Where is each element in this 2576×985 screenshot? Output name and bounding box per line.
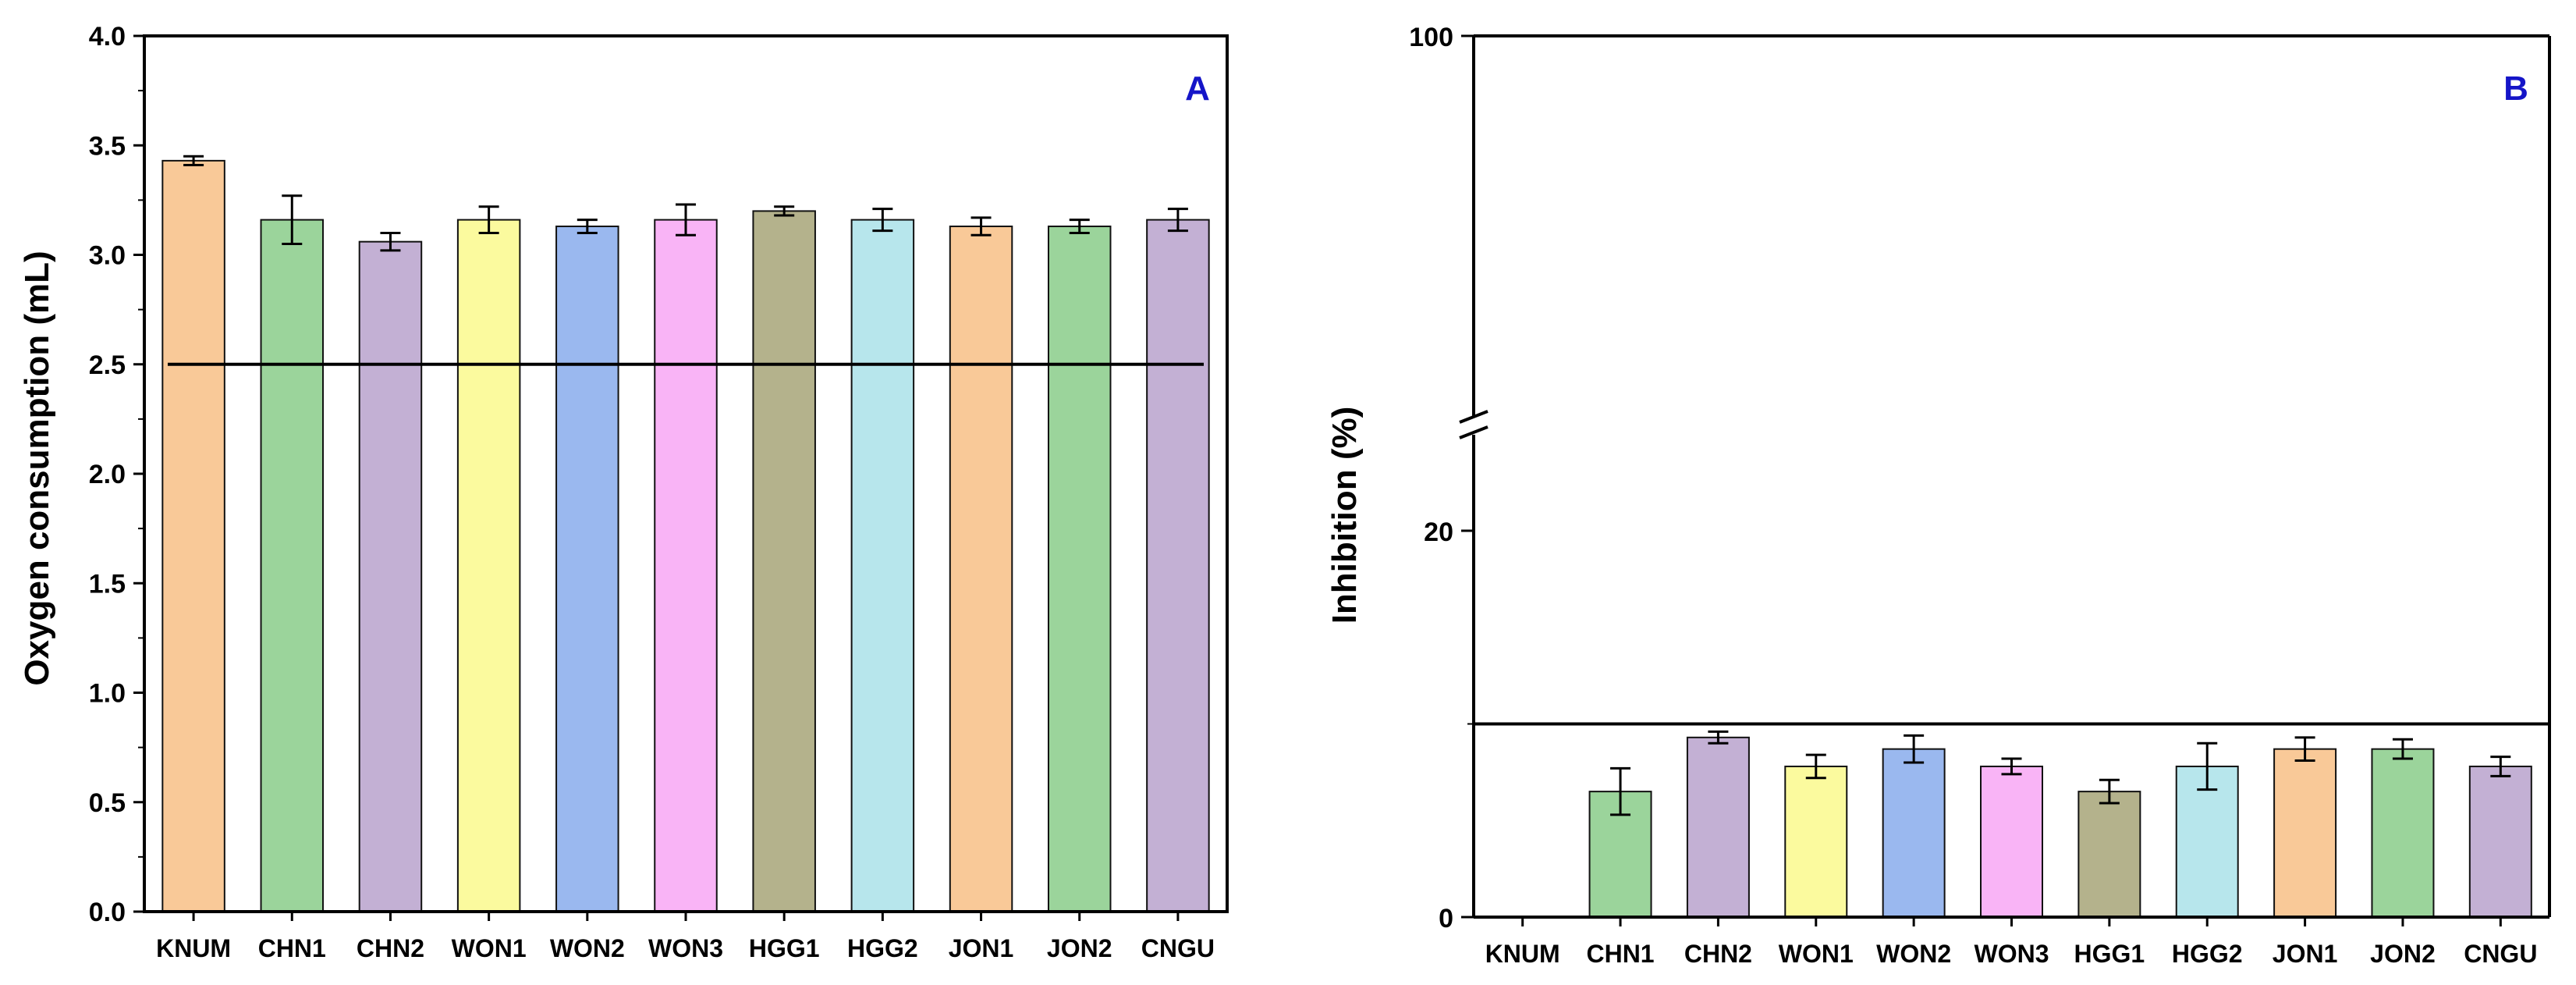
category-label-hgg1: HGG1 xyxy=(2074,940,2145,968)
error-bar-won3 xyxy=(2001,757,2022,776)
error-bar-won1 xyxy=(478,205,499,234)
error-bar-jon2 xyxy=(2392,738,2413,760)
error-bar-won3 xyxy=(676,203,696,236)
bar-chn1 xyxy=(260,219,325,912)
category-label-knum: KNUM xyxy=(1485,940,1560,968)
bar-won3 xyxy=(1980,765,2043,919)
category-label-won3: WON3 xyxy=(1975,940,2049,968)
error-bar-chn1 xyxy=(1610,766,1631,816)
category-label-jon2: JON2 xyxy=(2370,940,2436,968)
category-label-knum: KNUM xyxy=(156,934,231,962)
panel-a-frame xyxy=(143,34,1229,913)
error-bar-jon1 xyxy=(2294,736,2315,763)
category-label-jon2: JON2 xyxy=(1047,934,1112,962)
bar-won2 xyxy=(1882,748,1946,918)
panel-a-label: A xyxy=(1185,69,1210,108)
category-label-jon1: JON1 xyxy=(949,934,1014,962)
error-bar-hgg1 xyxy=(2099,778,2120,805)
bar-cngu xyxy=(2468,765,2532,919)
bar-won1 xyxy=(1784,765,1848,919)
bar-won1 xyxy=(456,219,521,912)
category-label-hgg1: HGG1 xyxy=(749,934,820,962)
error-bar-hgg2 xyxy=(2197,741,2218,791)
axis-break-mark-upper xyxy=(1459,410,1488,424)
error-bar-jon2 xyxy=(1069,219,1090,234)
panel-b-bars xyxy=(1588,730,2532,919)
y-tick-label: 0.0 xyxy=(89,898,126,927)
error-bar-won2 xyxy=(1904,734,1925,764)
category-label-won3: WON3 xyxy=(648,934,723,962)
panel-a-chart: Oxygen consumption (mL) A 0.0 0.5 1.0 1.5 2.… xyxy=(18,22,1229,962)
panel-b-chart: Inhibition (%) B 0 20 100 KNUM CHN1 CHN2 WON1… xyxy=(1325,23,2551,968)
bar-chn2 xyxy=(358,240,423,913)
error-bar-cngu xyxy=(1167,208,1188,233)
bar-jon2 xyxy=(1047,226,1112,913)
error-bar-won2 xyxy=(577,219,598,234)
error-bar-won1 xyxy=(1805,753,1826,780)
category-label-cngu: CNGU xyxy=(2464,940,2537,968)
category-label-won1: WON1 xyxy=(1779,940,1854,968)
bar-chn2 xyxy=(1686,736,1750,919)
category-label-chn2: CHN2 xyxy=(1684,940,1752,968)
panel-a-category-labels: KNUM CHN1 CHN2 WON1 WON2 WON3 HGG1 HGG2 JON1 JON2… xyxy=(156,934,1215,962)
y-tick-label: 1.0 xyxy=(89,679,126,709)
error-bar-knum xyxy=(183,155,204,166)
y-tick-label: 0.5 xyxy=(89,788,126,818)
y-tick-label: 2.5 xyxy=(89,350,126,380)
panel-b-y-axis-title: Inhibition (%) xyxy=(1325,407,1364,624)
panel-b-frame xyxy=(1459,34,2551,919)
panel-b-label: B xyxy=(2503,69,2528,108)
bar-hgg2 xyxy=(850,219,915,912)
panel-a-bars xyxy=(161,155,1210,913)
y-tick-label: 3.0 xyxy=(89,241,126,271)
panel-b-category-labels: KNUM CHN1 CHN2 WON1 WON2 WON3 HGG1 HGG2 JON1 JON2… xyxy=(1485,940,2538,968)
error-bar-chn1 xyxy=(282,194,303,245)
bar-hgg2 xyxy=(2175,765,2239,919)
y-tick-label: 2.0 xyxy=(89,460,126,489)
bar-won3 xyxy=(654,219,718,912)
panel-a-y-ticks: 0.0 0.5 1.0 1.5 2.0 2.5 3.0 3.5 4.0 xyxy=(89,22,1180,927)
y-tick-label: 20 xyxy=(1424,517,1453,547)
error-bar-jon1 xyxy=(970,216,992,236)
bar-hgg1 xyxy=(752,210,816,912)
category-label-chn1: CHN1 xyxy=(258,934,326,962)
y-tick-label: 1.5 xyxy=(89,569,126,599)
error-bar-hgg1 xyxy=(774,205,795,217)
bar-won2 xyxy=(555,226,619,913)
error-bar-cngu xyxy=(2490,756,2511,777)
bar-hgg1 xyxy=(2077,791,2141,918)
category-label-chn1: CHN1 xyxy=(1586,940,1654,968)
category-label-won1: WON1 xyxy=(452,934,527,962)
bar-jon1 xyxy=(949,226,1013,913)
bar-jon2 xyxy=(2371,748,2435,918)
bar-knum xyxy=(161,159,225,912)
panel-b-y-ticks: 0 20 100 xyxy=(1409,23,2502,933)
category-label-hgg2: HGG2 xyxy=(2172,940,2243,968)
category-label-won2: WON2 xyxy=(1876,940,1951,968)
y-tick-label: 4.0 xyxy=(89,22,126,52)
category-label-cngu: CNGU xyxy=(1141,934,1215,962)
category-label-won2: WON2 xyxy=(550,934,625,962)
error-bar-hgg2 xyxy=(872,208,893,233)
error-bar-chn2 xyxy=(380,231,401,252)
category-label-jon1: JON1 xyxy=(2273,940,2338,968)
bar-jon1 xyxy=(2273,748,2337,918)
y-tick-label: 3.5 xyxy=(89,131,126,161)
y-tick-label: 100 xyxy=(1409,23,1453,52)
category-label-hgg2: HGG2 xyxy=(847,934,918,962)
bar-cngu xyxy=(1146,219,1210,912)
panel-a-y-axis-title: Oxygen consumption (mL) xyxy=(18,251,56,685)
y-tick-label: 0 xyxy=(1439,904,1453,933)
axis-break-mark-lower xyxy=(1459,425,1488,439)
error-bar-chn2 xyxy=(1708,730,1729,745)
category-label-chn2: CHN2 xyxy=(357,934,424,962)
